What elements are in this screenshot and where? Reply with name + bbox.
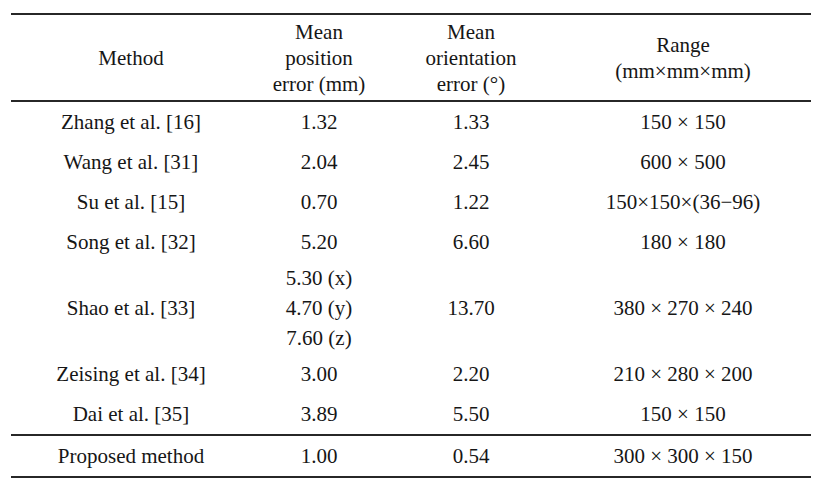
table-body: Zhang et al. [16] 1.32 1.33 150 × 150 Wa… bbox=[11, 101, 811, 477]
position-error-cell: 0.70 bbox=[251, 182, 387, 222]
table-row: Shao et al. [33] 5.30 (x) 4.70 (y) 7.60 … bbox=[11, 262, 811, 354]
method-cell: Song et al. [32] bbox=[11, 222, 251, 262]
table-row: Zeising et al. [34] 3.00 2.20 210 × 280 … bbox=[11, 354, 811, 394]
table-row: Song et al. [32] 5.20 6.60 180 × 180 bbox=[11, 222, 811, 262]
position-error-cell: 2.04 bbox=[251, 142, 387, 182]
orientation-error-cell: 5.50 bbox=[387, 394, 555, 435]
range-cell: 180 × 180 bbox=[555, 222, 811, 262]
method-cell: Wang et al. [31] bbox=[11, 142, 251, 182]
method-cell: Dai et al. [35] bbox=[11, 394, 251, 435]
range-cell: 380 × 270 × 240 bbox=[555, 262, 811, 354]
method-cell: Proposed method bbox=[11, 435, 251, 477]
method-cell: Zhang et al. [16] bbox=[11, 101, 251, 142]
method-cell: Zeising et al. [34] bbox=[11, 354, 251, 394]
position-error-cell: 1.32 bbox=[251, 101, 387, 142]
table-row: Su et al. [15] 0.70 1.22 150×150×(36−96) bbox=[11, 182, 811, 222]
position-error-cell: 5.20 bbox=[251, 222, 387, 262]
orientation-error-cell: 2.20 bbox=[387, 354, 555, 394]
table-row: Zhang et al. [16] 1.32 1.33 150 × 150 bbox=[11, 101, 811, 142]
range-cell: 150 × 150 bbox=[555, 394, 811, 435]
orientation-error-cell: 6.60 bbox=[387, 222, 555, 262]
method-comparison-table: Method Mean position error (mm) Mean ori… bbox=[11, 13, 811, 478]
method-cell: Su et al. [15] bbox=[11, 182, 251, 222]
method-cell: Shao et al. [33] bbox=[11, 262, 251, 354]
range-cell: 150×150×(36−96) bbox=[555, 182, 811, 222]
range-cell: 600 × 500 bbox=[555, 142, 811, 182]
range-cell: 300 × 300 × 150 bbox=[555, 435, 811, 477]
orientation-error-cell: 2.45 bbox=[387, 142, 555, 182]
orientation-error-cell: 13.70 bbox=[387, 262, 555, 354]
header-orientation-error: Mean orientation error (°) bbox=[387, 14, 555, 101]
position-error-cell: 3.89 bbox=[251, 394, 387, 435]
proposed-method-row: Proposed method 1.00 0.54 300 × 300 × 15… bbox=[11, 435, 811, 477]
table-header: Method Mean position error (mm) Mean ori… bbox=[11, 14, 811, 101]
position-error-cell: 1.00 bbox=[251, 435, 387, 477]
results-table-container: Method Mean position error (mm) Mean ori… bbox=[0, 0, 822, 478]
header-row: Method Mean position error (mm) Mean ori… bbox=[11, 14, 811, 101]
position-error-cell: 3.00 bbox=[251, 354, 387, 394]
table-row: Wang et al. [31] 2.04 2.45 600 × 500 bbox=[11, 142, 811, 182]
table-row: Dai et al. [35] 3.89 5.50 150 × 150 bbox=[11, 394, 811, 435]
range-cell: 150 × 150 bbox=[555, 101, 811, 142]
orientation-error-cell: 1.22 bbox=[387, 182, 555, 222]
range-cell: 210 × 280 × 200 bbox=[555, 354, 811, 394]
header-range: Range (mm×mm×mm) bbox=[555, 14, 811, 101]
orientation-error-cell: 0.54 bbox=[387, 435, 555, 477]
header-method: Method bbox=[11, 14, 251, 101]
header-position-error: Mean position error (mm) bbox=[251, 14, 387, 101]
orientation-error-cell: 1.33 bbox=[387, 101, 555, 142]
position-error-cell: 5.30 (x) 4.70 (y) 7.60 (z) bbox=[251, 262, 387, 354]
